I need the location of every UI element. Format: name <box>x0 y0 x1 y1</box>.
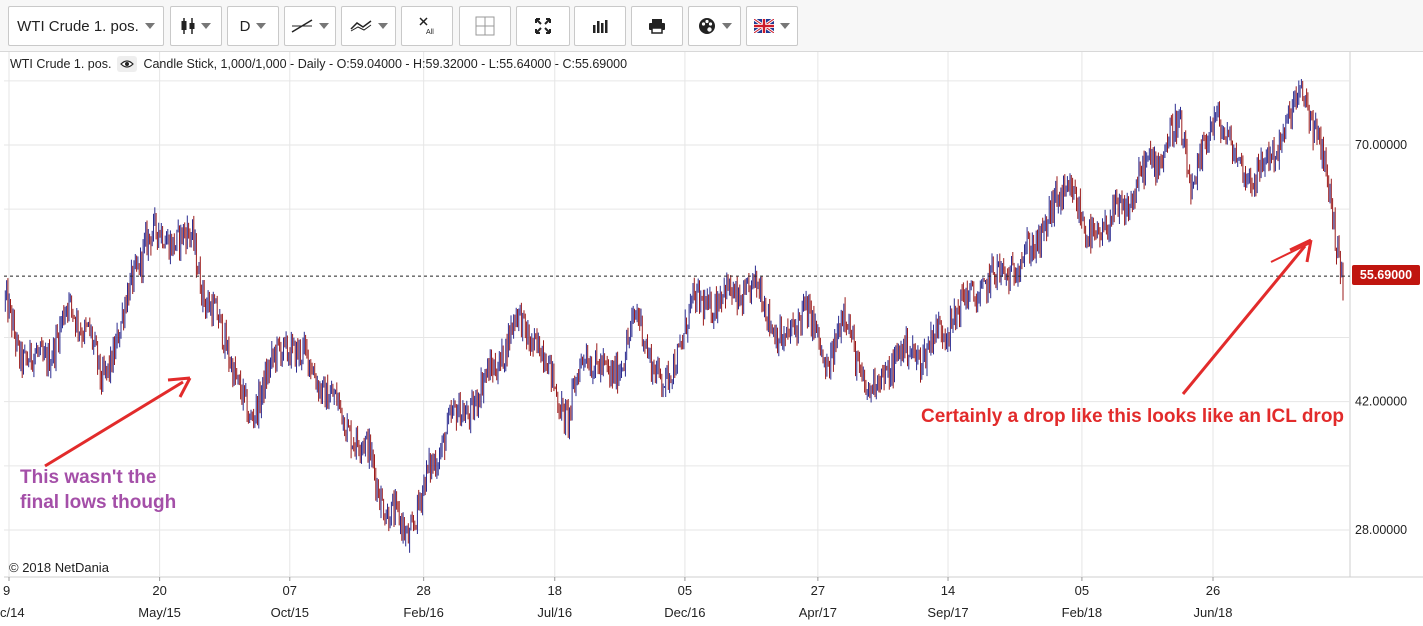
zoom-all-label: All <box>426 29 434 36</box>
instrument-selector-label: WTI Crude 1. pos. <box>17 17 139 35</box>
indicators-button[interactable] <box>341 6 396 46</box>
right-annotation-arrow <box>1181 238 1313 395</box>
x-tick-month: Dec/16 <box>664 605 705 620</box>
indicator-icon <box>349 20 371 32</box>
right-annotation-arrow-2 <box>1270 242 1311 263</box>
trendline-icon <box>291 19 313 33</box>
y-axis: 70.00000 42.00000 28.00000 <box>1355 138 1407 537</box>
x-tick-month: Jun/18 <box>1193 605 1232 620</box>
crosshair-icon <box>475 16 495 36</box>
palette-icon <box>698 18 715 34</box>
zoom-all-button[interactable]: All <box>401 6 453 46</box>
info-details: Candle Stick, 1,000/1,000 - Daily - O:59… <box>143 57 628 71</box>
annotation-arrows <box>44 238 1313 468</box>
info-instrument: WTI Crude 1. pos. <box>10 57 112 71</box>
chevron-down-icon <box>256 23 267 29</box>
x-axis: 9 c/14 20 May/15 07 Oct/15 28 Feb/16 18 Jul/16 05 D… <box>0 577 1233 620</box>
chart-type-button[interactable] <box>170 6 222 46</box>
x-tick-day: 05 <box>1075 583 1089 598</box>
drawing-tools-button[interactable] <box>284 6 336 46</box>
x-tick-day: 9 <box>3 583 10 598</box>
bar-chart-icon <box>593 20 608 33</box>
y-tick-label: 70.00000 <box>1355 138 1407 152</box>
x-tick-day: 28 <box>416 583 430 598</box>
y-tick-label: 28.00000 <box>1355 523 1407 537</box>
chart-toolbar: WTI Crude 1. pos. D All <box>0 0 1423 52</box>
copyright-text: © 2018 NetDania <box>9 560 109 575</box>
annotation-left: This wasn't the final lows though <box>20 465 220 515</box>
chevron-down-icon <box>377 23 388 29</box>
x-tick-month: May/15 <box>138 605 181 620</box>
annotation-left-line-1: This wasn't the <box>20 467 157 488</box>
language-selector[interactable] <box>746 6 798 46</box>
chevron-down-icon <box>319 23 329 29</box>
left-annotation-arrow <box>44 376 192 468</box>
x-tick-day: 20 <box>152 583 166 598</box>
period-selector-label: D <box>239 17 251 35</box>
chart-info-line: WTI Crude 1. pos. Candle Stick, 1,000/1,… <box>10 56 627 72</box>
x-tick-month: c/14 <box>0 605 25 620</box>
x-tick-month: Feb/16 <box>403 605 443 620</box>
instrument-selector[interactable]: WTI Crude 1. pos. <box>8 6 164 46</box>
x-tick-day: 05 <box>678 583 692 598</box>
annotation-left-line-2: final lows though <box>20 492 177 513</box>
y-tick-label: 42.00000 <box>1355 395 1407 409</box>
chevron-down-icon <box>721 23 732 29</box>
print-button[interactable] <box>631 6 683 46</box>
eye-icon[interactable] <box>117 56 138 72</box>
x-tick-month: Jul/16 <box>537 605 572 620</box>
candlestick-icon <box>181 18 195 34</box>
expand-icon <box>535 18 551 34</box>
uk-flag-icon <box>754 19 774 33</box>
printer-icon <box>649 19 665 34</box>
x-tick-day: 27 <box>811 583 825 598</box>
chevron-down-icon <box>201 23 211 29</box>
volume-button[interactable] <box>574 6 626 46</box>
last-price-tag: 55.69000 <box>1352 265 1420 285</box>
x-tick-day: 26 <box>1206 583 1220 598</box>
x-tick-month: Apr/17 <box>799 605 837 620</box>
theme-button[interactable] <box>688 6 741 46</box>
crosshair-button[interactable] <box>459 6 511 46</box>
chevron-down-icon <box>780 23 790 29</box>
x-tick-day: 14 <box>941 583 955 598</box>
zoom-all-icon: All <box>419 17 434 36</box>
candlestick-series <box>4 79 1344 553</box>
annotation-right: Certainly a drop like this looks like an… <box>921 406 1345 427</box>
x-tick-day: 07 <box>283 583 297 598</box>
x-tick-month: Sep/17 <box>927 605 968 620</box>
period-selector[interactable]: D <box>227 6 279 46</box>
x-tick-month: Oct/15 <box>271 605 309 620</box>
x-tick-month: Feb/18 <box>1062 605 1102 620</box>
x-tick-day: 18 <box>548 583 562 598</box>
chevron-down-icon <box>144 23 155 29</box>
fullscreen-button[interactable] <box>516 6 570 46</box>
